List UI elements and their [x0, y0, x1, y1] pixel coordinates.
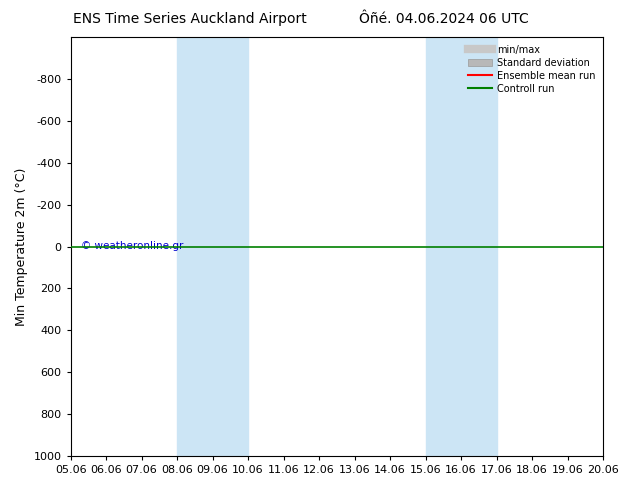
Text: ENS Time Series Auckland Airport: ENS Time Series Auckland Airport	[74, 12, 307, 26]
Bar	[425, 37, 496, 456]
Text: Ôñé. 04.06.2024 06 UTC: Ôñé. 04.06.2024 06 UTC	[359, 12, 529, 26]
Y-axis label: Min Temperature 2m (°C): Min Temperature 2m (°C)	[15, 167, 28, 326]
Text: © weatheronline.gr: © weatheronline.gr	[81, 241, 184, 251]
Bar	[177, 37, 248, 456]
Legend: min/max, Standard deviation, Ensemble mean run, Controll run: min/max, Standard deviation, Ensemble me…	[465, 42, 598, 97]
